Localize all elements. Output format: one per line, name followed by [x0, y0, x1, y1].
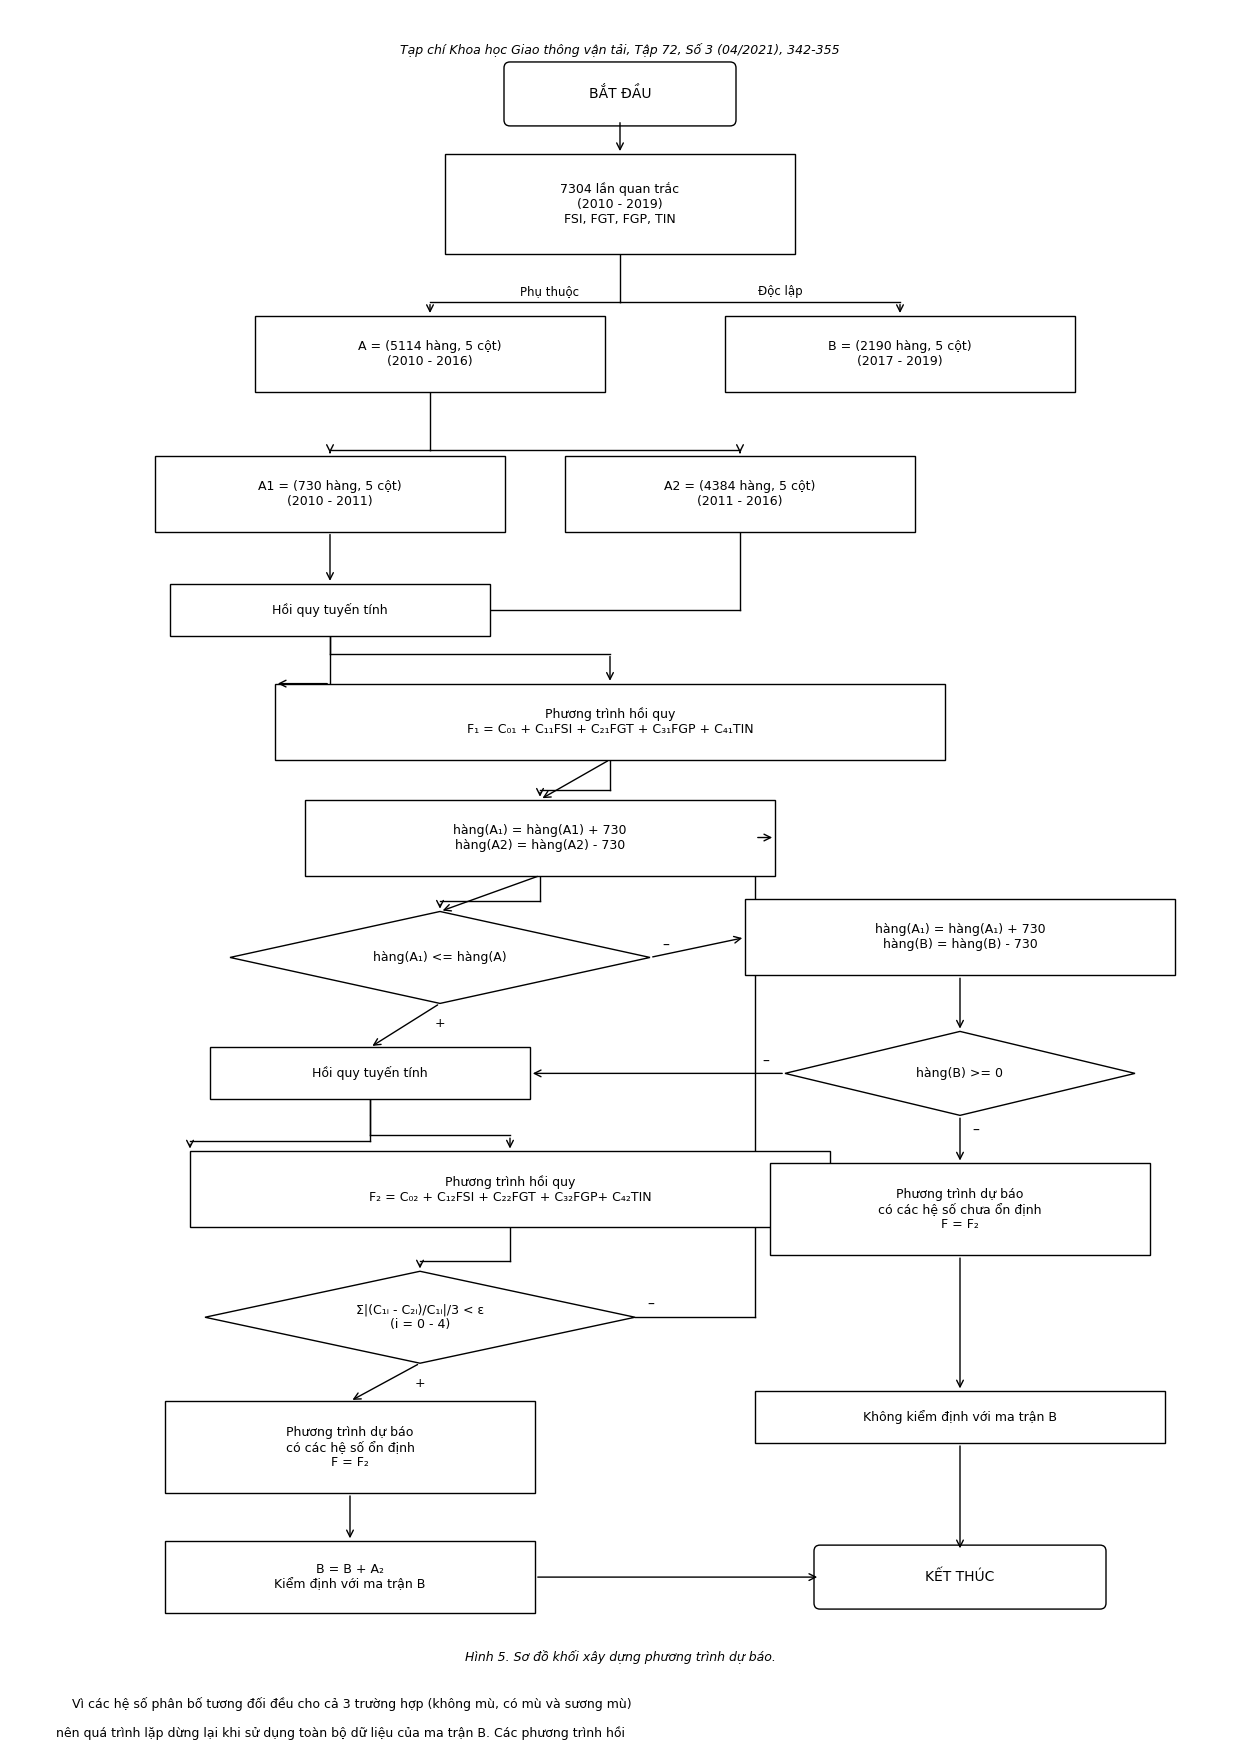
Bar	[755, 1392, 1166, 1443]
Text: B = B + A₂
Kiểm định với ma trận B: B = B + A₂ Kiểm định với ma trận B	[274, 1564, 425, 1592]
Polygon shape	[205, 1271, 635, 1364]
Text: Hình 5. Sơ đồ khối xây dựng phương trình dự báo.: Hình 5. Sơ đồ khối xây dựng phương trình…	[465, 1650, 775, 1664]
Text: Tạp chí Khoa học Giao thông vận tải, Tập 72, Số 3 (04/2021), 342-355: Tạp chí Khoa học Giao thông vận tải, Tập…	[401, 44, 839, 56]
FancyBboxPatch shape	[813, 1544, 1106, 1609]
Bar	[770, 1164, 1149, 1255]
Bar	[170, 584, 490, 636]
Text: +: +	[414, 1376, 425, 1390]
Bar	[305, 799, 775, 875]
Text: Σ|(C₁ᵢ - C₂ᵢ)/C₁ᵢ|/3 < ε
(i = 0 - 4): Σ|(C₁ᵢ - C₂ᵢ)/C₁ᵢ|/3 < ε (i = 0 - 4)	[356, 1302, 484, 1331]
FancyBboxPatch shape	[503, 61, 737, 126]
Text: –: –	[972, 1124, 980, 1138]
Text: –: –	[662, 938, 670, 952]
Text: nên quá trình lặp dừng lại khi sử dụng toàn bộ dữ liệu của ma trận B. Các phương: nên quá trình lặp dừng lại khi sử dụng t…	[56, 1727, 625, 1741]
Text: Phương trình hồi quy
F₁ = C₀₁ + C₁₁FSI + C₂₁FGT + C₃₁FGP + C₄₁TIN: Phương trình hồi quy F₁ = C₀₁ + C₁₁FSI +…	[466, 706, 754, 736]
Text: hàng(A₁) = hàng(A1) + 730
hàng(A2) = hàng(A2) - 730: hàng(A₁) = hàng(A1) + 730 hàng(A2) = hàn…	[454, 824, 626, 852]
Text: BẮT ĐẦU: BẮT ĐẦU	[589, 86, 651, 102]
Bar	[745, 899, 1176, 975]
Text: A = (5114 hàng, 5 cột)
(2010 - 2016): A = (5114 hàng, 5 cột) (2010 - 2016)	[358, 340, 502, 368]
Text: Hồi quy tuyến tính: Hồi quy tuyến tính	[312, 1066, 428, 1080]
Bar	[165, 1401, 534, 1494]
Text: 7304 lần quan trắc
(2010 - 2019)
FSI, FGT, FGP, TIN: 7304 lần quan trắc (2010 - 2019) FSI, FG…	[560, 182, 680, 226]
Bar	[190, 1152, 830, 1227]
Text: Phương trình hồi quy
F₂ = C₀₂ + C₁₂FSI + C₂₂FGT + C₃₂FGP+ C₄₂TIN: Phương trình hồi quy F₂ = C₀₂ + C₁₂FSI +…	[368, 1175, 651, 1204]
Bar	[210, 1047, 529, 1099]
Text: hàng(A₁) = hàng(A₁) + 730
hàng(B) = hàng(B) - 730: hàng(A₁) = hàng(A₁) + 730 hàng(B) = hàng…	[874, 924, 1045, 952]
Text: Phương trình dự báo
có các hệ số ổn định
F = F₂: Phương trình dự báo có các hệ số ổn định…	[285, 1425, 414, 1469]
Text: Phương trình dự báo
có các hệ số chưa ổn định
F = F₂: Phương trình dự báo có các hệ số chưa ổn…	[878, 1189, 1042, 1231]
Text: A2 = (4384 hàng, 5 cột)
(2011 - 2016): A2 = (4384 hàng, 5 cột) (2011 - 2016)	[665, 480, 816, 508]
Text: hàng(A₁) <= hàng(A): hàng(A₁) <= hàng(A)	[373, 950, 507, 964]
Text: Độc lập: Độc lập	[758, 286, 802, 298]
Bar	[165, 1541, 534, 1613]
Bar	[445, 154, 795, 254]
Text: B = (2190 hàng, 5 cột)
(2017 - 2019): B = (2190 hàng, 5 cột) (2017 - 2019)	[828, 340, 972, 368]
Text: hàng(B) >= 0: hàng(B) >= 0	[916, 1068, 1003, 1080]
Bar	[255, 316, 605, 391]
Text: Vì các hệ số phân bố tương đối đều cho cả 3 trường hợp (không mù, có mù và sương: Vì các hệ số phân bố tương đối đều cho c…	[56, 1697, 631, 1711]
Bar	[725, 316, 1075, 391]
Text: Hồi quy tuyến tính: Hồi quy tuyến tính	[273, 603, 388, 617]
Bar	[155, 456, 505, 531]
Polygon shape	[785, 1031, 1135, 1115]
Polygon shape	[229, 912, 650, 1003]
Text: KẾT THÚC: KẾT THÚC	[925, 1571, 994, 1585]
Text: –: –	[763, 1054, 769, 1068]
Text: –: –	[647, 1299, 655, 1313]
Bar	[565, 456, 915, 531]
Text: Phụ thuộc: Phụ thuộc	[521, 286, 579, 298]
Text: A1 = (730 hàng, 5 cột)
(2010 - 2011): A1 = (730 hàng, 5 cột) (2010 - 2011)	[258, 480, 402, 508]
Text: +: +	[435, 1017, 445, 1031]
Bar	[275, 684, 945, 759]
Text: Không kiểm định với ma trận B: Không kiểm định với ma trận B	[863, 1409, 1056, 1423]
